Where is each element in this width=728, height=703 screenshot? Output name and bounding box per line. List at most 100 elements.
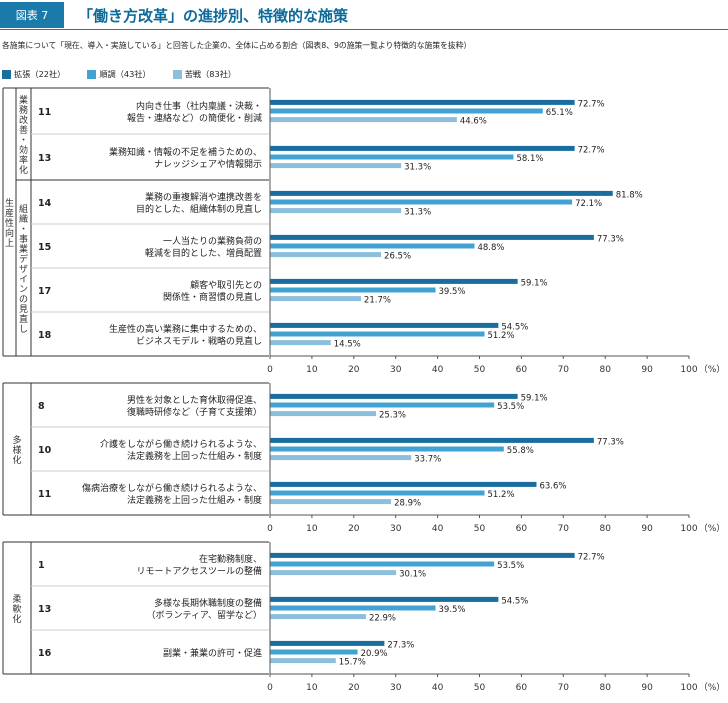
group-label-char: 織 [19,213,28,225]
item-label-line: ビジネスモデル・戦略の見直し [136,335,262,347]
bar-value-label: 72.7% [578,145,605,155]
bar-expansion [270,278,518,284]
bar-expansion [270,99,575,105]
item-label-line: 関係性・商習慣の見直し [163,291,262,303]
item-label-line: 内向き仕事（社内稟議・決裁・ [136,100,262,112]
bar-struggling [270,163,402,169]
group-label-char: し [19,324,28,335]
bar-value-label: 59.1% [521,393,548,403]
x-tick-label: 50 [474,524,486,534]
legend-label-steady: 順調（43社） [99,69,151,79]
group-label-char: 改 [19,114,28,126]
x-tick-label: 60 [516,365,528,375]
bar-value-label: 53.5% [497,402,524,412]
legend: 拡張（22社） 順調（43社） 苦戦（83社） [2,68,258,80]
category-label-char: 向 [5,227,14,239]
x-tick-label: 40 [432,683,444,693]
group-label-char: 業 [19,94,28,106]
bar-value-label: 55.8% [507,446,534,456]
bar-struggling [270,658,336,664]
group-label-char: ザ [19,264,28,275]
x-tick-label: 100 [680,524,697,534]
bar-expansion [270,393,518,399]
item-label-line: 一人当たりの業務負荷の [163,235,262,247]
bar-value-label: 58.1% [516,154,543,164]
category-label-char: 産 [5,207,14,219]
bar-struggling [270,208,402,214]
bar-value-label: 31.3% [404,208,431,218]
item-label-line: 目的とした、組織体制の見直し [136,203,262,215]
bar-value-label: 44.6% [460,117,487,127]
x-tick-label: 10 [306,365,318,375]
x-tick-label: 10 [306,683,318,693]
group-label-char: 務 [19,104,28,116]
x-tick-label: 10 [306,524,318,534]
item-label-line: 傷病治療をしながら働き続けられるような、 [82,482,262,494]
item-number: 17 [38,286,51,297]
x-tick-label: 20 [348,365,360,375]
x-tick-label: 50 [474,683,486,693]
bar-struggling [270,252,382,258]
bar-expansion [270,190,613,196]
bar-steady [270,446,504,452]
bar-steady [270,331,485,337]
x-tick-label: 100 [680,683,697,693]
bar-expansion [270,481,537,487]
x-tick-label: 30 [390,365,402,375]
chart-subtitle: 各施策について「現在、導入・実施している」と回答した企業の、全体に占める割合（図… [2,41,472,50]
bar-expansion [270,552,575,558]
figure-title: 「働き方改革」の進捗別、特徴的な施策 [78,6,349,25]
x-tick-label: 60 [516,683,528,693]
item-label-line: 業務の重複解消や連携改善を [145,191,262,203]
bar-expansion [270,437,594,443]
bar-value-label: 77.3% [597,437,624,447]
legend-swatch-steady [87,69,97,79]
bar-struggling [270,499,392,505]
item-label-line: 介護をしながら働き続けられるような、 [100,438,262,450]
item-label-line: リモートアクセスツールの整備 [136,565,262,577]
x-tick-label: 0 [267,365,273,375]
item-label-line: 顧客や取引先との [190,279,262,291]
x-tick-label: 60 [516,524,528,534]
bar-steady [270,199,573,205]
x-tick-label: 50 [474,365,486,375]
legend-item-struggling: 苦戦（83社） [172,68,237,80]
item-label-line: 在宅勤務制度、 [199,553,262,565]
item-number: 15 [38,242,51,253]
x-tick-label: 70 [558,365,570,375]
bar-steady [270,154,514,160]
x-tick-label: 80 [599,524,611,534]
legend-swatch-struggling [172,69,182,79]
category-label: 多様化 [12,434,21,466]
item-label-line: 男性を対象とした育休取得促進、 [127,394,262,406]
group-label-char: 化 [19,164,28,176]
item-number: 8 [38,401,45,412]
bar-expansion [270,234,594,240]
x-axis-unit: （%） [699,523,726,534]
bar-value-label: 39.5% [439,287,466,297]
item-label-line: 副業・兼業の許可・促進 [163,647,262,659]
bar-value-label: 20.9% [361,649,388,659]
legend-item-steady: 順調（43社） [87,68,151,80]
x-tick-label: 30 [390,524,402,534]
bar-struggling [270,570,397,576]
bar-steady [270,490,485,496]
legend-item-expansion: 拡張（22社） [2,68,65,80]
item-label-line: 法定義務を上回った仕組み・制度 [127,450,262,462]
group-label-char: ・ [19,136,28,146]
bar-value-label: 63.6% [539,481,566,491]
item-number: 13 [38,153,51,164]
bar-steady [270,402,495,408]
item-label-line: 軽減を目的とした、増員配置 [145,247,262,259]
item-number: 18 [38,330,52,341]
item-label-line: 多様な長期休職制度の整備 [154,597,262,609]
x-tick-label: 20 [348,524,360,534]
x-tick-label: 70 [558,683,570,693]
legend-label-struggling: 苦戦（83社） [184,69,237,79]
category-label-char: 生 [5,197,14,209]
bar-value-label: 30.1% [399,570,426,580]
group-label-char: ン [19,285,28,295]
